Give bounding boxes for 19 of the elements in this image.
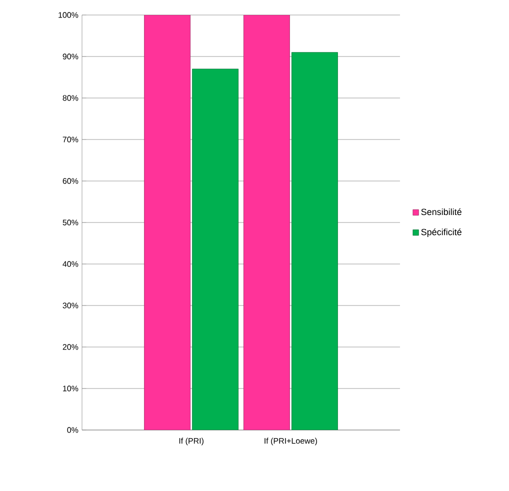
y-tick-label: 10% <box>63 386 78 392</box>
x-tick-label: If (PRI) <box>179 438 204 446</box>
y-tick-label: 30% <box>62 302 78 308</box>
y-tick-label: 100% <box>58 12 78 18</box>
bar <box>243 14 290 430</box>
bar <box>144 14 191 430</box>
bar <box>291 52 338 430</box>
y-tick-label: 0% <box>67 427 78 433</box>
y-tick-label: 80% <box>62 95 78 101</box>
y-tick-label: 40% <box>62 261 78 267</box>
legend-label: Spécificité <box>421 228 462 237</box>
legend-label: Sensibilité <box>421 208 462 216</box>
bar <box>192 68 239 430</box>
y-tick-label: 50% <box>62 220 78 226</box>
y-tick-label: 20% <box>62 344 78 350</box>
x-tick-label: If (PRI+Loewe) <box>264 438 317 446</box>
y-tick-label: 90% <box>62 54 78 60</box>
y-tick-label: 70% <box>62 136 78 142</box>
y-tick-label: 60% <box>62 178 78 184</box>
